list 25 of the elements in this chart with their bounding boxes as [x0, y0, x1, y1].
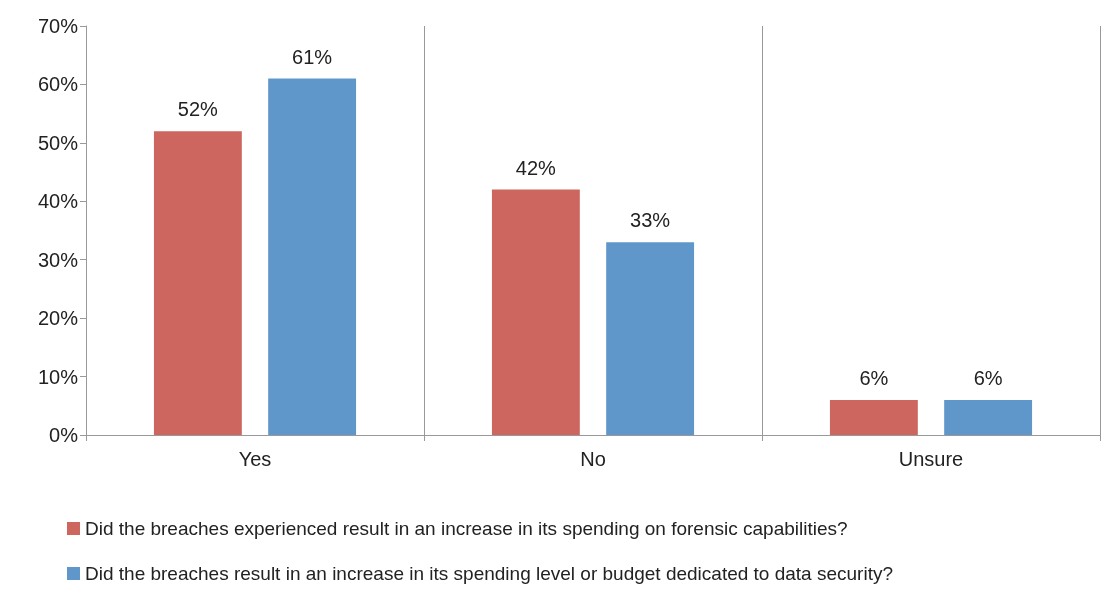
data-label: 33%	[630, 209, 671, 232]
y-tick-label: 40%	[37, 190, 79, 213]
x-tick-label: No	[580, 448, 606, 470]
y-tick-label: 20%	[37, 307, 79, 330]
data-label: 6%	[973, 366, 1003, 389]
data-label: 6%	[859, 366, 889, 389]
y-tick-label: 60%	[37, 73, 79, 96]
bar	[829, 399, 918, 435]
data-label: 42%	[515, 156, 557, 179]
data-label: 52%	[177, 98, 219, 121]
y-tick-label: 0%	[49, 424, 79, 446]
y-tick-label: 10%	[37, 365, 79, 388]
bar	[268, 78, 357, 435]
legend-label: Did the breaches result in an increase in its spending level or budget dedicated to data security?	[85, 563, 893, 584]
legend-label: Did the breaches experienced result in an increase in its spending on forensic capabilities?	[85, 518, 848, 539]
bar	[153, 131, 242, 435]
x-tick-label: Unsure	[898, 448, 964, 470]
bar	[944, 399, 1033, 435]
y-tick-label: 30%	[37, 248, 79, 271]
x-tick-label: Yes	[238, 448, 272, 470]
y-tick-label: 70%	[37, 15, 79, 37]
y-tick-label: 50%	[37, 131, 79, 154]
bar	[491, 189, 580, 435]
data-label: 61%	[292, 45, 333, 68]
bar	[606, 242, 695, 435]
